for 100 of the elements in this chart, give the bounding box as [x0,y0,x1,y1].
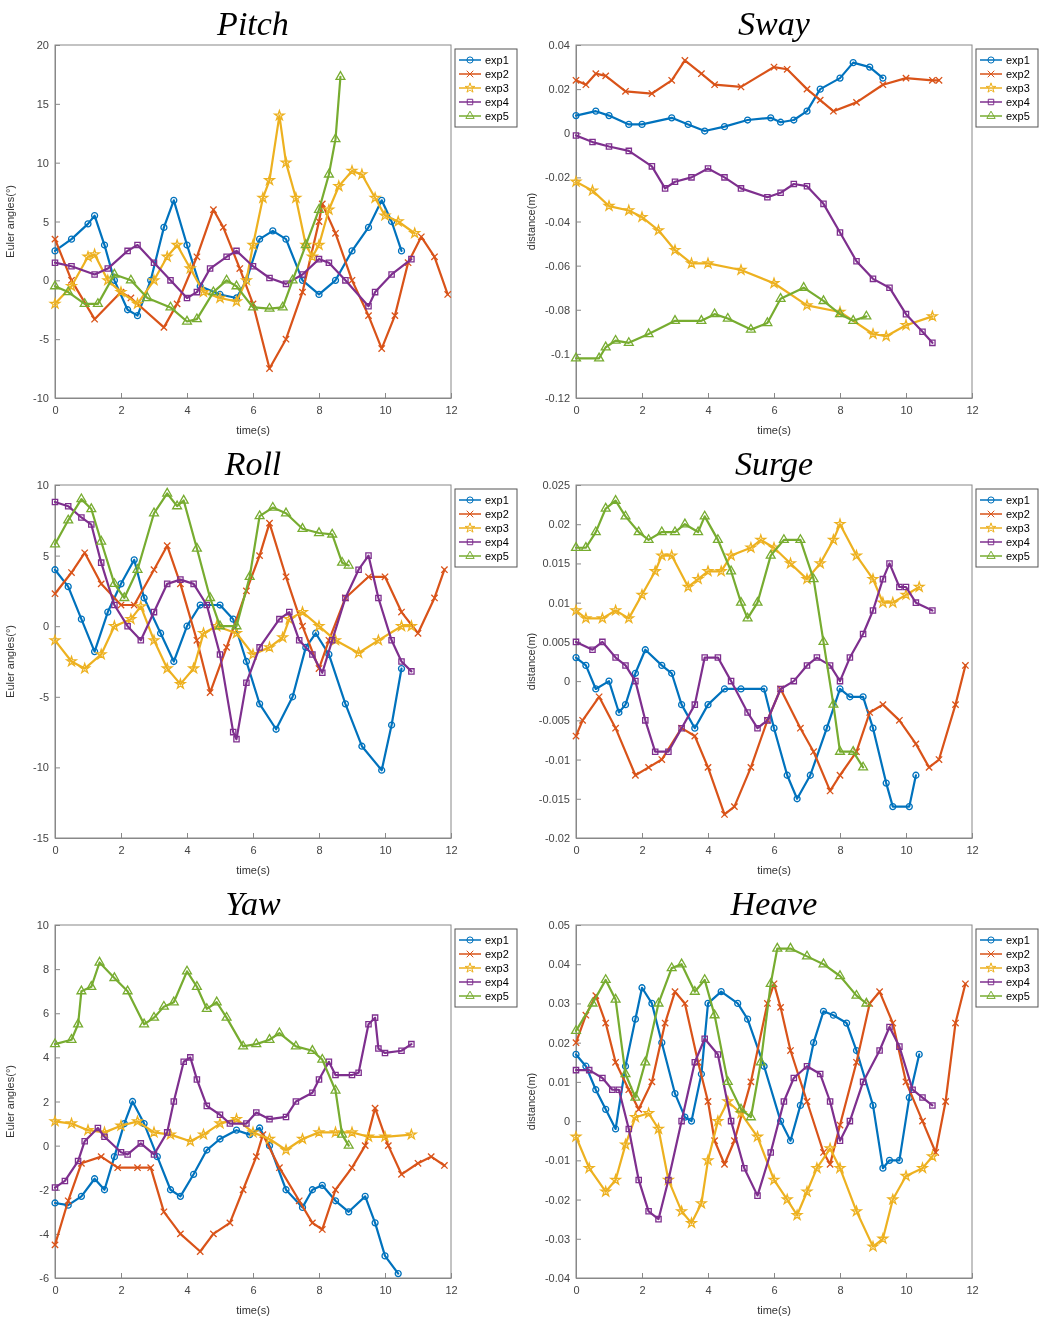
y-tick-label: -0.06 [544,259,570,272]
x-tick-label: 0 [52,843,59,856]
y-tick-label: 0.05 [548,919,570,932]
y-tick-label: -10 [33,392,49,405]
x-tick-label: 12 [445,843,458,856]
chart-title: Sway [738,5,811,42]
legend-label: exp2 [1006,948,1030,960]
x-tick-label: 4 [184,403,191,416]
legend-label: exp5 [1006,990,1030,1002]
y-tick-label: -0.04 [544,1272,570,1285]
y-tick-label: 0 [42,1139,49,1152]
x-tick-label: 2 [639,403,646,416]
y-axis-title: Euler angles(°) [4,1065,16,1138]
legend-label: exp5 [1006,110,1030,122]
y-tick-label: 0.005 [542,635,570,648]
y-tick-label: 0.03 [548,997,570,1010]
y-axis-title: distance(m) [525,632,537,691]
legend-label: exp2 [485,948,509,960]
y-tick-label: -10 [33,761,49,774]
y-axis-title: distance(m) [525,192,537,251]
x-tick-label: 8 [316,843,323,856]
legend-label: exp2 [485,508,509,520]
legend-label: exp1 [1006,54,1030,66]
x-tick-label: 6 [771,843,778,856]
x-tick-label: 12 [966,1283,979,1296]
x-tick-label: 4 [184,1283,191,1296]
y-axis-title: Euler angles(°) [4,185,16,258]
y-tick-label: 0.04 [548,958,570,971]
legend-label: exp5 [485,110,509,122]
y-tick-label: -0.02 [544,1193,570,1206]
legend-label: exp3 [485,82,509,94]
y-tick-label: 0.015 [542,557,570,570]
y-tick-label: -0.01 [544,1154,570,1167]
chart-title: Yaw [225,885,282,922]
chart-title: Roll [223,445,282,482]
legend-label: exp4 [1006,976,1030,988]
x-axis-title: time(s) [757,424,791,436]
x-tick-label: 4 [705,1283,712,1296]
y-tick-label: 0 [563,1115,570,1128]
x-axis-title: time(s) [236,864,270,876]
x-tick-label: 4 [184,843,191,856]
y-tick-label: 6 [42,1007,49,1020]
y-tick-label: 0.02 [548,518,570,531]
legend-label: exp1 [485,934,509,946]
legend-label: exp2 [1006,508,1030,520]
x-tick-label: 12 [445,1283,458,1296]
y-tick-label: -0.015 [538,792,570,805]
x-axis-title: time(s) [236,424,270,436]
legend-label: exp1 [1006,934,1030,946]
y-axis-title: distance(m) [525,1072,537,1131]
y-tick-label: -0.02 [544,832,570,845]
x-tick-label: 12 [966,403,979,416]
y-tick-label: 0 [42,274,49,287]
legend-label: exp5 [1006,550,1030,562]
y-tick-label: -15 [33,832,49,845]
x-tick-label: 0 [52,403,59,416]
y-tick-label: -2 [39,1183,49,1196]
y-tick-label: 0.025 [542,479,570,492]
x-tick-label: 8 [316,403,323,416]
legend-label: exp3 [1006,82,1030,94]
y-axis-title: Euler angles(°) [4,625,16,698]
legend-label: exp2 [1006,68,1030,80]
chart-title: Pitch [216,5,289,42]
y-tick-label: 10 [36,479,49,492]
y-tick-label: 10 [36,156,49,169]
y-tick-label: -0.04 [544,215,570,228]
x-tick-label: 12 [445,403,458,416]
x-tick-label: 10 [900,843,913,856]
y-tick-label: 20 [36,39,49,52]
y-tick-label: 0 [563,675,570,688]
y-tick-label: 15 [36,97,49,110]
x-tick-label: 4 [705,403,712,416]
x-tick-label: 2 [118,1283,125,1296]
y-tick-label: 8 [42,963,49,976]
x-tick-label: 6 [771,403,778,416]
legend-label: exp1 [485,494,509,506]
x-tick-label: 8 [837,403,844,416]
y-tick-label: -0.01 [544,753,570,766]
chart-title: Surge [734,445,814,482]
x-tick-label: 8 [316,1283,323,1296]
y-tick-label: -5 [39,333,49,346]
legend-label: exp3 [1006,522,1030,534]
x-tick-label: 0 [573,1283,580,1296]
x-tick-label: 0 [573,843,580,856]
x-tick-label: 0 [573,403,580,416]
x-tick-label: 4 [705,843,712,856]
legend-label: exp4 [1006,96,1030,108]
y-tick-label: 0.02 [548,83,570,96]
y-tick-label: -0.12 [544,392,570,405]
legend-label: exp5 [485,550,509,562]
y-tick-label: -0.02 [544,171,570,184]
y-tick-label: -6 [39,1272,49,1285]
y-tick-label: 0 [563,127,570,140]
legend-label: exp3 [485,522,509,534]
y-tick-label: -0.03 [544,1232,570,1245]
y-tick-label: 0.01 [548,596,570,609]
x-tick-label: 8 [837,1283,844,1296]
x-axis-title: time(s) [236,1304,270,1316]
legend-label: exp3 [1006,962,1030,974]
x-tick-label: 8 [837,843,844,856]
